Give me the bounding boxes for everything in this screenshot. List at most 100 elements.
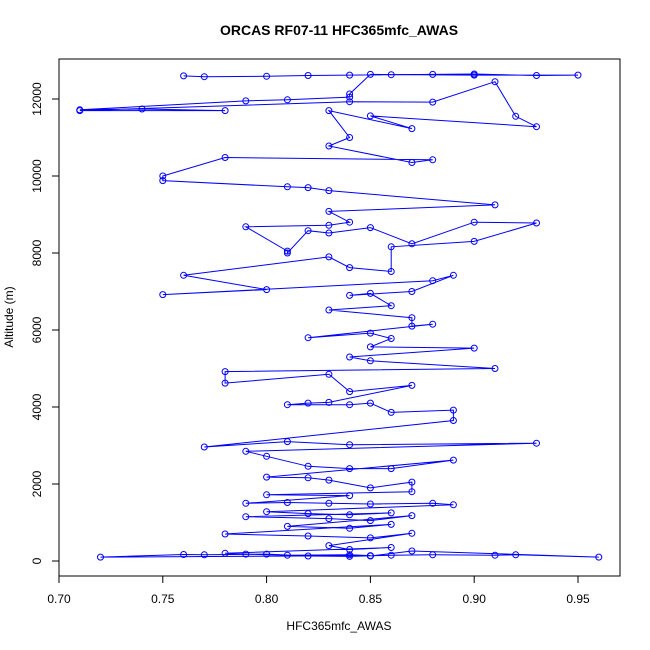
- data-point: [346, 98, 354, 106]
- chart-title: ORCAS RF07-11 HFC365mfc_AWAS: [220, 22, 458, 38]
- data-point: [304, 72, 312, 79]
- data-point: [387, 268, 395, 275]
- data-point: [263, 550, 271, 558]
- data-series: [76, 70, 603, 561]
- data-point: [200, 551, 208, 559]
- data-point: [304, 462, 312, 470]
- data-point: [346, 524, 354, 532]
- data-point: [491, 551, 499, 559]
- data-point: [242, 499, 250, 507]
- data-point: [470, 237, 478, 245]
- data-point: [346, 134, 354, 141]
- data-point: [408, 240, 416, 248]
- data-point: [408, 512, 416, 520]
- y-tick-label: 0: [30, 557, 44, 564]
- data-point: [283, 183, 291, 191]
- data-point: [346, 388, 354, 396]
- data-point: [429, 551, 437, 559]
- data-point: [325, 370, 333, 378]
- data-point: [429, 499, 437, 507]
- data-point: [408, 381, 416, 389]
- data-point: [595, 553, 603, 561]
- y-tick-label: 12000: [30, 82, 44, 116]
- y-tick-label: 10000: [30, 159, 44, 193]
- data-point: [408, 488, 416, 496]
- data-point: [97, 553, 104, 561]
- data-point: [304, 334, 312, 342]
- data-point: [283, 499, 291, 506]
- data-point: [180, 271, 188, 279]
- data-point: [242, 447, 250, 455]
- data-point: [574, 71, 582, 79]
- data-point: [346, 401, 354, 409]
- data-point: [346, 465, 354, 473]
- data-point: [263, 473, 271, 481]
- x-tick-label: 0.80: [255, 592, 279, 606]
- data-point: [325, 142, 333, 150]
- data-point: [138, 105, 146, 113]
- data-point: [366, 517, 374, 525]
- data-point: [263, 508, 271, 516]
- data-point: [159, 177, 167, 185]
- y-axis: 0 2000 4000 6000 8000 10000 12000: [30, 82, 60, 564]
- data-point: [366, 357, 374, 365]
- data-point: [449, 271, 457, 279]
- data-point: [533, 123, 540, 131]
- x-axis-label: HFC365mfc_AWAS: [286, 619, 391, 633]
- data-point: [325, 253, 333, 261]
- data-point: [304, 184, 312, 192]
- data-point: [180, 72, 188, 80]
- data-point: [512, 551, 520, 559]
- data-point: [346, 71, 354, 79]
- data-point: [325, 398, 333, 406]
- data-point: [283, 249, 291, 257]
- data-point: [283, 96, 291, 104]
- data-point: [366, 289, 374, 297]
- data-point: [366, 552, 374, 560]
- data-point: [366, 343, 374, 351]
- data-point: [221, 368, 229, 376]
- data-point: [346, 264, 354, 272]
- x-tick-label: 0.90: [463, 592, 487, 606]
- data-point: [408, 288, 416, 295]
- data-point: [366, 112, 374, 120]
- data-point: [200, 73, 208, 81]
- y-tick-label: 6000: [30, 316, 44, 343]
- data-point: [346, 218, 354, 226]
- y-tick-label: 4000: [30, 393, 44, 420]
- data-point: [366, 500, 374, 508]
- plot-frame: [58, 58, 621, 577]
- data-point: [449, 501, 457, 509]
- data-point: [159, 172, 167, 180]
- data-point: [366, 399, 374, 407]
- data-point: [408, 478, 416, 486]
- y-tick-label: 8000: [30, 239, 44, 266]
- data-point: [76, 107, 84, 115]
- data-point: [470, 218, 478, 226]
- data-point: [387, 520, 395, 528]
- y-tick-label: 2000: [30, 470, 44, 497]
- data-point: [346, 93, 354, 101]
- data-point: [366, 534, 374, 542]
- data-point: [304, 510, 312, 518]
- data-point: [304, 227, 312, 235]
- data-point: [470, 71, 478, 79]
- data-point: [387, 71, 395, 79]
- data-point: [221, 549, 229, 557]
- data-point: [429, 277, 437, 285]
- data-point: [242, 550, 250, 558]
- data-point: [263, 452, 271, 460]
- x-tick-label: 0.95: [566, 592, 590, 606]
- data-point: [408, 322, 416, 330]
- data-point: [221, 154, 229, 161]
- data-point: [346, 90, 354, 98]
- y-axis-label: Altitude (m): [2, 286, 16, 347]
- data-point: [159, 291, 167, 299]
- data-point: [325, 221, 333, 229]
- data-point: [387, 509, 395, 517]
- data-point: [283, 551, 291, 559]
- data-point: [346, 291, 354, 299]
- data-point: [387, 335, 395, 342]
- x-tick-label: 0.85: [359, 592, 383, 606]
- data-point: [449, 456, 457, 464]
